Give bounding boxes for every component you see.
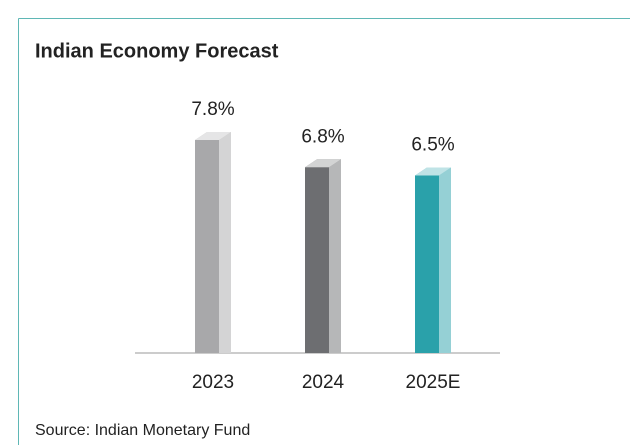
value-label: 6.8% [301,126,344,147]
bar-top-shade [305,159,341,168]
value-label: 6.5% [411,135,454,156]
bar [195,140,219,353]
bar-side-shade [439,167,451,353]
x-tick-label: 2024 [302,372,345,393]
chart-title: Indian Economy Forecast [35,40,279,62]
source-note: Source: Indian Monetary Fund [35,422,250,439]
value-label: 7.8% [191,99,234,120]
bar-top-shade [195,132,231,140]
bar [305,167,329,353]
x-tick-label: 2025E [406,372,461,393]
bar-top-shade [415,167,451,176]
bar [415,175,439,353]
bar-side-shade [329,159,341,353]
bar-side-shade [219,132,231,353]
x-tick-label: 2023 [192,372,234,393]
